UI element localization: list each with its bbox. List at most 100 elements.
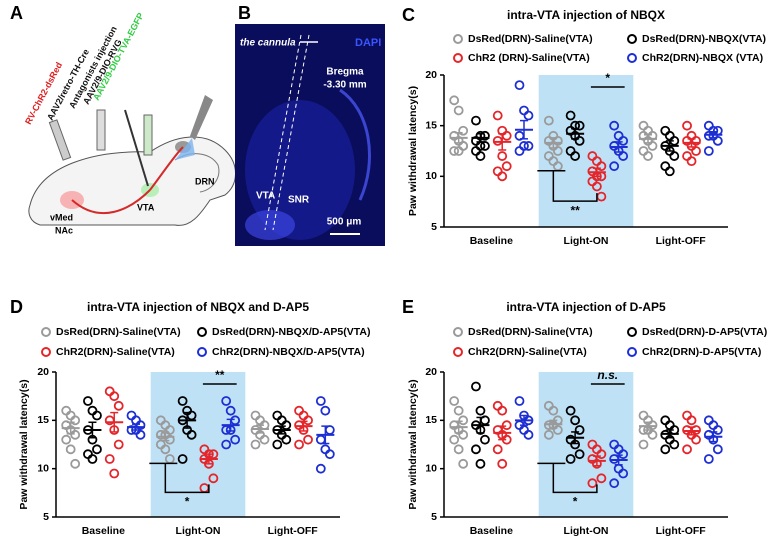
data-point (475, 151, 486, 161)
legend-marker (197, 327, 207, 337)
data-point (135, 429, 146, 440)
cannula (124, 109, 149, 187)
data-point (596, 449, 607, 460)
data-point (703, 415, 714, 426)
data-point (591, 181, 602, 192)
data-point (480, 141, 490, 151)
data-point (669, 439, 680, 450)
legend-marker (197, 347, 207, 357)
y-tick-label: 5 (431, 511, 437, 523)
data-point (177, 454, 188, 464)
data-point (682, 444, 692, 455)
data-point (570, 151, 581, 161)
data-point (221, 439, 232, 450)
data-point (113, 439, 124, 450)
data-point (682, 151, 692, 161)
panel-a: A AAV2/9-DIO-TVA-EGFP AAV2/9-DIO-RVG Ant… (10, 3, 236, 235)
comparison-bracket (552, 170, 598, 202)
data-point (230, 434, 241, 445)
label: VTA (256, 191, 275, 202)
data-point (298, 410, 309, 421)
data-point (523, 110, 534, 121)
data-point (61, 405, 72, 416)
chart-title: intra-VTA injection of NBQX (507, 8, 665, 22)
data-point (104, 386, 115, 397)
legend-label: ChR2(DRN)-NBQX/D-AP5(VTA) (212, 346, 365, 358)
data-point (458, 141, 469, 151)
panel-label: C (402, 5, 415, 25)
panel-b: B the cannula DAPI Bregma -3.30 mm VTA S… (235, 3, 385, 246)
data-point (565, 405, 576, 416)
x-tick-label: Light-OFF (268, 525, 319, 537)
label: 500 μm (327, 217, 362, 228)
x-tick-label: Light-ON (564, 235, 609, 247)
data-point (87, 454, 98, 464)
data-point (492, 444, 503, 455)
data-point (320, 444, 331, 455)
data-point (177, 396, 188, 406)
data-point (523, 429, 534, 440)
label: vMed (50, 212, 73, 222)
data-point (664, 130, 675, 141)
data-point (449, 146, 460, 156)
data-point (660, 125, 671, 136)
data-point (638, 146, 649, 156)
legend-label: DsRed(DRN)-D-AP5(VTA) (642, 326, 767, 338)
label: DRN (195, 176, 215, 186)
data-point (92, 444, 102, 455)
tissue (245, 210, 295, 240)
data-point (272, 439, 283, 450)
data-point (682, 120, 692, 131)
data-point (324, 425, 335, 435)
legend-label: ChR2(DRN)-Saline(VTA) (468, 346, 587, 358)
data-point (596, 161, 607, 172)
data-point (294, 439, 304, 450)
data-point (519, 425, 529, 435)
data-point (303, 434, 313, 445)
data-point (552, 425, 563, 435)
data-point (315, 463, 326, 474)
data-point (453, 405, 464, 416)
data-point (70, 429, 81, 440)
y-tick-label: 10 (425, 462, 437, 474)
y-tick-label: 20 (425, 69, 437, 81)
data-point (519, 105, 529, 116)
data-point (281, 434, 292, 445)
data-point (712, 444, 723, 455)
syringe (48, 119, 72, 161)
data-point (638, 120, 649, 131)
data-point (303, 415, 313, 426)
data-point (492, 400, 503, 411)
data-point (475, 405, 486, 416)
panel-label: A (10, 3, 23, 23)
data-point (647, 141, 658, 151)
label: SNR (288, 195, 310, 206)
legend-label: DsRed(DRN)-NBQX/D-AP5(VTA) (212, 326, 370, 338)
legend-marker (453, 34, 463, 44)
light-cone (175, 138, 195, 160)
significance-label: * (605, 71, 610, 85)
legend-label: ChR2(DRN)-Saline(VTA) (56, 346, 175, 358)
data-point (660, 161, 671, 172)
data-point (276, 415, 287, 426)
data-point (514, 80, 525, 91)
y-tick-label: 5 (43, 511, 49, 523)
data-point (609, 120, 620, 131)
data-point (65, 410, 76, 421)
data-point (449, 396, 460, 406)
panel-label: E (402, 297, 414, 317)
data-point (570, 415, 581, 426)
data-point (686, 415, 697, 426)
syringe (96, 109, 106, 151)
data-point (523, 141, 534, 151)
data-point (492, 110, 503, 121)
data-point (294, 405, 304, 416)
data-point (682, 410, 692, 421)
projection (149, 146, 184, 191)
legend-label: DsRed(DRN)-Saline(VTA) (468, 326, 593, 338)
x-tick-label: Baseline (82, 525, 125, 537)
data-point (660, 444, 671, 455)
data-point (497, 171, 508, 182)
data-point (458, 415, 469, 426)
data-point (574, 120, 585, 131)
